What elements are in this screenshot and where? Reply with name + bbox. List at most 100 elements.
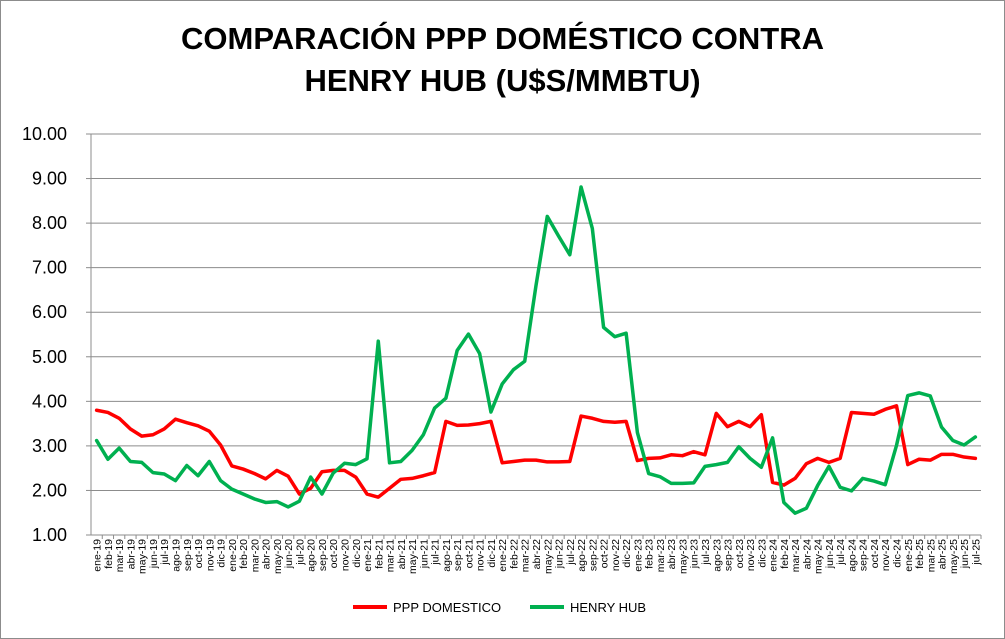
series-lines <box>94 185 978 515</box>
x-tick-label: oct-23 <box>734 539 746 568</box>
x-tick-label: jul-25 <box>970 539 982 566</box>
y-tick-label: 4.00 <box>32 391 67 411</box>
x-tick-label: nov-19 <box>204 539 216 571</box>
y-tick-label: 8.00 <box>32 213 67 233</box>
legend-label: HENRY HUB <box>570 600 646 615</box>
x-tick-label: jul-20 <box>294 539 306 566</box>
x-tick-label: oct-21 <box>463 539 475 568</box>
x-tick-label: sep-21 <box>452 539 464 571</box>
legend-label: PPP DOMESTICO <box>393 600 501 615</box>
y-tick-label: 2.00 <box>32 480 67 500</box>
x-tick-label: dic-24 <box>892 539 904 568</box>
x-tick-label: dic-19 <box>216 539 228 568</box>
x-tick-label: nov-20 <box>339 539 351 571</box>
x-tick-label: sep-24 <box>858 539 870 571</box>
x-tick-label: may-20 <box>272 539 284 574</box>
x-tick-label: ago-22 <box>576 539 588 572</box>
x-tick-label: may-22 <box>542 539 554 574</box>
axes <box>86 133 982 539</box>
x-tick-label: ene-24 <box>768 539 780 572</box>
x-tick-label: jul-23 <box>700 539 712 566</box>
x-tick-label: abr-25 <box>937 539 949 570</box>
x-tick-label: abr-22 <box>531 539 543 570</box>
y-tick-label: 6.00 <box>32 302 67 322</box>
x-tick-label: ene-25 <box>903 539 915 572</box>
x-tick-label: mar-19 <box>114 539 126 572</box>
x-tick-label: ago-19 <box>170 539 182 572</box>
x-tick-label: may-24 <box>813 539 825 574</box>
x-tick-label: may-21 <box>407 539 419 574</box>
y-tick-label: 1.00 <box>32 525 67 545</box>
x-tick-label: jun-23 <box>689 539 701 569</box>
x-tick-label: jun-24 <box>824 539 836 569</box>
x-tick-label: may-23 <box>677 539 689 574</box>
series-line-ppp-domestico <box>94 404 978 499</box>
y-tick-label: 5.00 <box>32 347 67 367</box>
x-tick-label: nov-24 <box>880 539 892 571</box>
x-tick-label: jul-21 <box>430 539 442 566</box>
x-tick-label: jul-22 <box>565 539 577 566</box>
gridlines <box>91 133 981 491</box>
x-tick-label: ene-19 <box>92 539 104 572</box>
x-tick-label: nov-22 <box>610 539 622 571</box>
x-tick-label: ene-21 <box>362 539 374 572</box>
x-tick-label: may-19 <box>137 539 149 574</box>
x-tick-label: mar-21 <box>385 539 397 572</box>
x-tick-label: ene-23 <box>632 539 644 572</box>
x-tick-label: sep-22 <box>587 539 599 571</box>
x-tick-label: mar-25 <box>925 539 937 572</box>
x-tick-label: may-25 <box>948 539 960 574</box>
x-tick-label: jun-19 <box>148 539 160 569</box>
x-tick-label: abr-23 <box>666 539 678 570</box>
y-tick-label: 10.00 <box>22 124 67 144</box>
x-tick-label: jun-22 <box>554 539 566 569</box>
x-tick-label: dic-21 <box>486 539 498 568</box>
x-tick-label: oct-20 <box>328 539 340 568</box>
x-tick-label: mar-20 <box>249 539 261 572</box>
x-tick-label: oct-24 <box>869 539 881 568</box>
y-tick-label: 9.00 <box>32 169 67 189</box>
chart-title: COMPARACIÓN PPP DOMÉSTICO CONTRA HENRY H… <box>0 18 1005 102</box>
x-tick-label: feb-23 <box>644 539 656 569</box>
x-tick-label: mar-23 <box>655 539 667 572</box>
x-tick-label: dic-20 <box>351 539 363 568</box>
x-tick-label: nov-21 <box>475 539 487 571</box>
x-tick-label: feb-19 <box>103 539 115 569</box>
series-line-henry-hub <box>94 185 978 515</box>
x-tick-label: ago-21 <box>441 539 453 572</box>
x-tick-label: nov-23 <box>745 539 757 571</box>
x-tick-label: abr-20 <box>261 539 273 570</box>
y-tick-label: 3.00 <box>32 436 67 456</box>
x-tick-label: jul-24 <box>835 539 847 566</box>
x-tick-label: ene-22 <box>497 539 509 572</box>
x-tick-label: oct-19 <box>193 539 205 568</box>
x-tick-label: feb-25 <box>914 539 926 569</box>
x-tick-label: ene-20 <box>227 539 239 572</box>
x-tick-label: oct-22 <box>599 539 611 568</box>
x-axis-tick-labels: ene-19 feb-19 mar-19 abr-19 may-19 jun-19 jul-… <box>92 539 983 574</box>
legend: PPP DOMESTICO HENRY HUB <box>353 600 646 615</box>
x-tick-label: abr-21 <box>396 539 408 570</box>
x-tick-label: dic-23 <box>756 539 768 568</box>
x-tick-label: abr-24 <box>801 539 813 570</box>
x-tick-label: feb-20 <box>238 539 250 569</box>
y-tick-label: 7.00 <box>32 258 67 278</box>
x-tick-label: sep-20 <box>317 539 329 571</box>
chart-title-line-1: COMPARACIÓN PPP DOMÉSTICO CONTRA <box>181 21 824 56</box>
x-tick-label: sep-19 <box>182 539 194 571</box>
x-tick-label: dic-22 <box>621 539 633 568</box>
x-tick-label: sep-23 <box>723 539 735 571</box>
x-tick-label: jul-19 <box>159 539 171 566</box>
x-tick-label: ago-20 <box>306 539 318 572</box>
x-tick-label: feb-21 <box>373 539 385 569</box>
x-tick-label: abr-19 <box>125 539 137 570</box>
x-tick-label: jun-20 <box>283 539 295 569</box>
x-tick-label: mar-24 <box>790 539 802 572</box>
x-tick-label: ago-23 <box>711 539 723 572</box>
x-tick-label: jun-21 <box>418 539 430 569</box>
x-tick-label: jun-25 <box>959 539 971 569</box>
chart-title-line-2: HENRY HUB (U$S/MMBTU) <box>304 63 701 98</box>
x-tick-label: feb-22 <box>508 539 520 569</box>
